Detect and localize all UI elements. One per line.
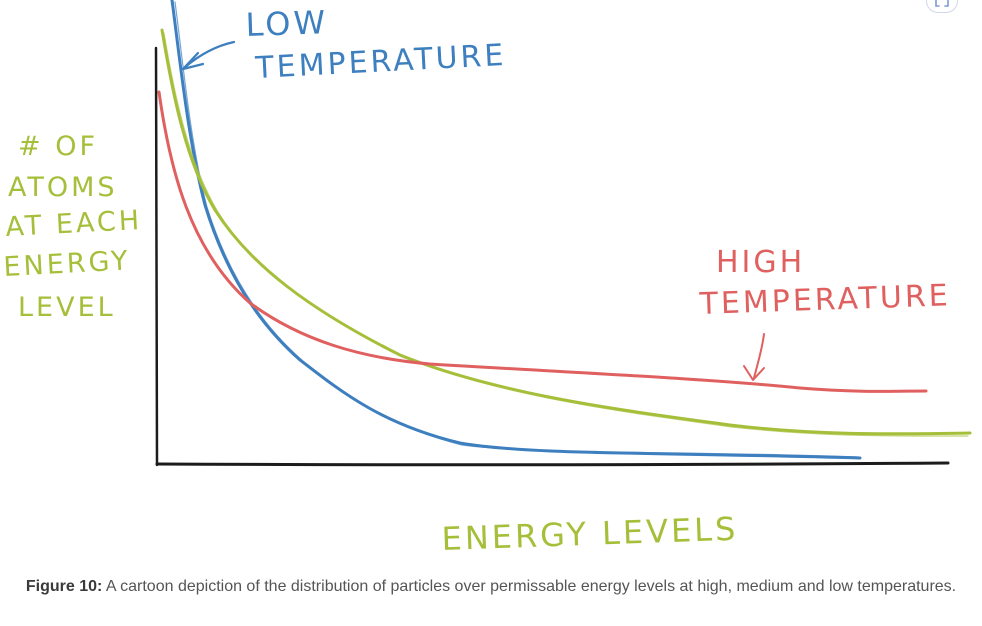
low-temperature-label-line2: TEMPERATURE	[254, 38, 508, 86]
x-axis	[155, 461, 950, 467]
expand-glyph-icon	[935, 0, 949, 7]
high-temperature-label-line1: HIGH	[716, 245, 805, 280]
energy-distribution-figure: LOW TEMPERATURE HIGH TEMPERATURE # OF AT…	[3, 0, 972, 558]
y-axis-label-line5: LEVEL	[18, 292, 116, 323]
curve-high-temperature	[157, 90, 928, 393]
low-temperature-label-line1: LOW	[245, 3, 329, 44]
low-temperature-arrowhead	[181, 51, 205, 71]
y-axis	[154, 46, 159, 467]
figure-caption: Figure 10: A cartoon depiction of the di…	[20, 574, 962, 599]
low-temperature-arrow	[182, 40, 236, 70]
curve-low-temperature-sketch	[174, 1, 859, 458]
figure-caption-text: A cartoon depiction of the distribution …	[102, 578, 957, 595]
y-axis-label-line1: # OF	[18, 131, 98, 162]
y-axis-label-line4: ENERGY	[3, 245, 132, 283]
high-temperature-arrowhead	[743, 365, 765, 381]
curve-low-temperature	[170, 0, 862, 460]
high-temperature-label-line2: TEMPERATURE	[698, 278, 951, 322]
x-axis-label: ENERGY LEVELS	[441, 510, 739, 558]
high-temperature-arrow	[753, 333, 765, 379]
curve-medium-temperature-sketch	[163, 32, 969, 437]
y-axis-label-line2: ATOMS	[8, 172, 118, 203]
y-axis-label-line3: AT EACH	[5, 205, 143, 243]
figure-caption-label: Figure 10:	[25, 578, 103, 595]
